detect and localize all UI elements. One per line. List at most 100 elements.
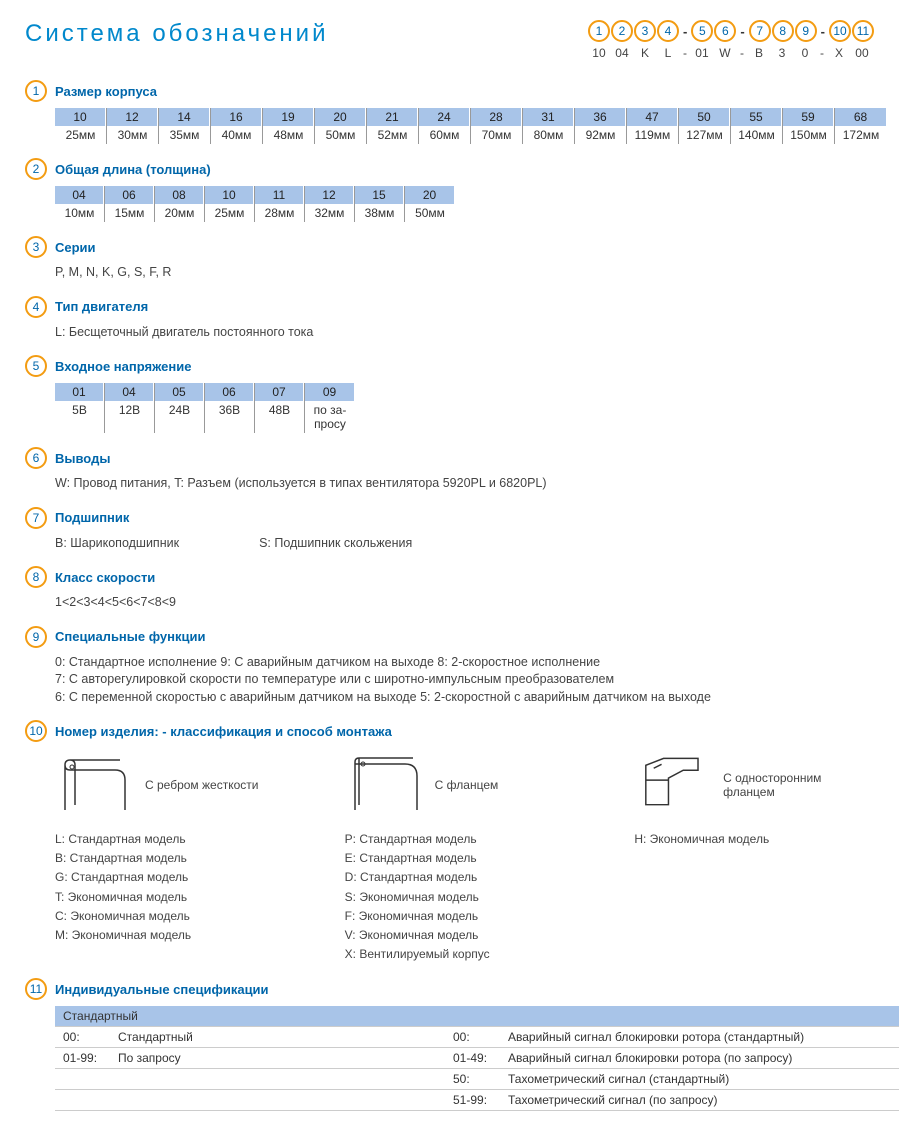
real-value: 12В xyxy=(115,401,144,419)
real-value: 32мм xyxy=(311,204,349,222)
mounting-options: С ребром жесткостиL: Стандартная модельB… xyxy=(55,750,874,964)
real-value: 30мм xyxy=(114,126,152,144)
table-cell: 2460мм xyxy=(419,108,471,144)
section-title-1: Размер корпуса xyxy=(55,84,157,99)
table-cell: 2870мм xyxy=(471,108,523,144)
section-5: 5 Входное напряжение 015В0412В0524В0636В… xyxy=(25,355,874,433)
section-title-11: Индивидуальные спецификации xyxy=(55,982,269,997)
table-cell: 015В xyxy=(55,383,105,433)
motor-type-text: L: Бесщеточный двигатель постоянного ток… xyxy=(55,324,874,342)
spec-row: 01-99:По запросу01-49:Аварийный сигнал б… xyxy=(55,1048,899,1069)
code-example-1: 10 xyxy=(588,46,610,60)
real-value: 24В xyxy=(165,401,194,419)
section-10: 10 Номер изделия: - классификация и спос… xyxy=(25,720,874,964)
code-value: 24 xyxy=(419,108,470,126)
series-text: P, M, N, K, G, S, F, R xyxy=(55,264,874,282)
code-pos-10: 10 xyxy=(829,20,851,42)
table-cell: 1948мм xyxy=(263,108,315,144)
section-num-3: 3 xyxy=(25,236,47,258)
real-value: 5В xyxy=(68,401,91,419)
section-7: 7 Подшипник B: Шарикоподшипник S: Подшип… xyxy=(25,507,874,553)
model-item: X: Вентилируемый корпус xyxy=(345,945,585,964)
spec-val: Аварийный сигнал блокировки ротора (по з… xyxy=(508,1051,896,1065)
model-item: E: Стандартная модель xyxy=(345,849,585,868)
code-pos-3: 3 xyxy=(634,20,656,42)
real-value: 25мм xyxy=(62,126,100,144)
sep-icon: - xyxy=(818,24,828,39)
table-cell: 47119мм xyxy=(627,108,679,144)
table-cell: 1435мм xyxy=(159,108,211,144)
model-item: C: Экономичная модель xyxy=(55,907,295,926)
spec-header-left: Стандартный xyxy=(55,1006,445,1026)
spec-right-cell: 00:Аварийный сигнал блокировки ротора (с… xyxy=(445,1027,899,1047)
section-title-10: Номер изделия: - классификация и способ … xyxy=(55,724,392,739)
mount-column: С фланцем P: Стандартная модельE: Стандар… xyxy=(345,750,585,964)
real-value: 20мм xyxy=(161,204,199,222)
code-value: 36 xyxy=(575,108,626,126)
sep-icon: - xyxy=(737,24,747,39)
code-value: 12 xyxy=(305,186,354,204)
model-list: P: Стандартная модельE: Стандартная моде… xyxy=(345,830,585,964)
section-2: 2 Общая длина (толщина) 0410мм0615мм0820… xyxy=(25,158,874,222)
spec-val: По запросу xyxy=(118,1051,437,1065)
table-length: 0410мм0615мм0820мм1025мм1128мм1232мм1538… xyxy=(55,186,555,222)
mount-figure: С ребром жесткости xyxy=(55,750,295,820)
section-num-4: 4 xyxy=(25,296,47,318)
spec-left-cell xyxy=(55,1090,445,1110)
model-item: G: Стандартная модель xyxy=(55,868,295,887)
table-cell: 55140мм xyxy=(731,108,783,144)
code-value: 20 xyxy=(315,108,366,126)
model-list: H: Экономичная модель xyxy=(634,830,874,849)
bearing-s: S: Подшипник скольжения xyxy=(259,535,412,553)
real-value: 127мм xyxy=(682,126,727,144)
section-num-2: 2 xyxy=(25,158,47,180)
section-num-7: 7 xyxy=(25,507,47,529)
code-value: 28 xyxy=(471,108,522,126)
spec-key: 00: xyxy=(453,1030,508,1044)
table-cell: 2050мм xyxy=(315,108,367,144)
table-cell: 1538мм xyxy=(355,186,405,222)
spec-left-cell: 01-99:По запросу xyxy=(55,1048,445,1068)
table-cell: 2152мм xyxy=(367,108,419,144)
code-pos-6: 6 xyxy=(714,20,736,42)
model-item: H: Экономичная модель xyxy=(634,830,874,849)
spec-right-cell: 01-49:Аварийный сигнал блокировки ротора… xyxy=(445,1048,899,1068)
section-num-10: 10 xyxy=(25,720,47,742)
speed-class-text: 1<2<3<4<5<6<7<8<9 xyxy=(55,594,874,612)
section-title-3: Серии xyxy=(55,240,96,255)
real-value: 25мм xyxy=(211,204,249,222)
section-num-1: 1 xyxy=(25,80,47,102)
real-value: 38мм xyxy=(361,204,399,222)
mount-column: С ребром жесткостиL: Стандартная модельB… xyxy=(55,750,295,964)
leads-text: W: Провод питания, T: Разъем (использует… xyxy=(55,475,874,493)
code-value: 11 xyxy=(255,186,304,204)
code-pos-8: 8 xyxy=(772,20,794,42)
page-title: Система обозначений xyxy=(25,20,329,48)
bearing-text: B: Шарикоподшипник S: Подшипник скольжен… xyxy=(55,535,874,553)
model-item: S: Экономичная модель xyxy=(345,888,585,907)
section-8: 8 Класс скорости 1<2<3<4<5<6<7<8<9 xyxy=(25,566,874,612)
table-cell: 1128мм xyxy=(255,186,305,222)
real-value: 28мм xyxy=(261,204,299,222)
real-value: 40мм xyxy=(218,126,256,144)
code-example-3: K xyxy=(634,46,656,60)
table-cell: 0410мм xyxy=(55,186,105,222)
mount-figure: С фланцем xyxy=(345,750,585,820)
spec-key: 50: xyxy=(453,1072,508,1086)
table-cell: 0615мм xyxy=(105,186,155,222)
real-value: 80мм xyxy=(530,126,568,144)
code-value: 07 xyxy=(255,383,304,401)
code-example-2: 04 xyxy=(611,46,633,60)
real-value: по за-просу xyxy=(310,401,351,433)
code-value: 09 xyxy=(305,383,355,401)
section-title-8: Класс скорости xyxy=(55,570,155,585)
sep-icon: - xyxy=(737,46,747,60)
spec-key: 51-99: xyxy=(453,1093,508,1107)
spec-row: 50:Тахометрический сигнал (стандартный) xyxy=(55,1069,899,1090)
spec-left-cell xyxy=(55,1069,445,1089)
model-item: V: Экономичная модель xyxy=(345,926,585,945)
section-9: 9 Специальные функции 0: Стандартное исп… xyxy=(25,626,874,707)
code-example-7: B xyxy=(748,46,770,60)
code-example-8: 3 xyxy=(771,46,793,60)
mount-figure: С односторонним фланцем xyxy=(634,750,874,820)
